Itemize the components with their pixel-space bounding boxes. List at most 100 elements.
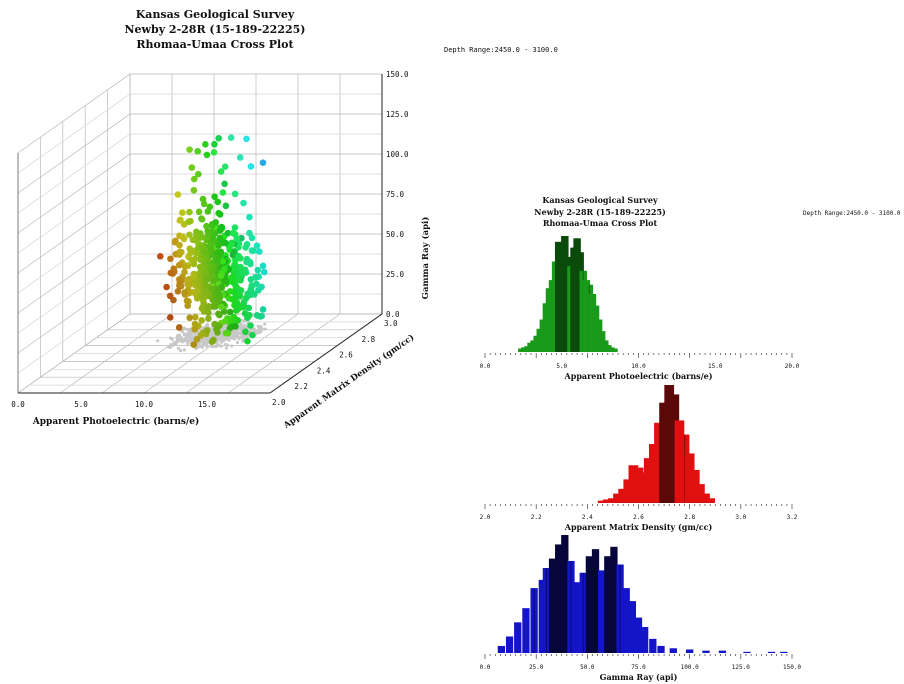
x-tick-label: 10.0: [135, 400, 154, 409]
scatter-point: [247, 322, 254, 329]
scatter-point: [258, 283, 265, 291]
histogram-bar: [702, 650, 710, 653]
scatter-point: [260, 268, 268, 276]
histogram-bar: [767, 651, 776, 653]
y-tick-label: 2.2: [294, 382, 308, 391]
scatter-point: [188, 164, 196, 171]
scatter-point: [233, 235, 241, 243]
projection-point: [238, 331, 242, 336]
projection-point: [243, 323, 247, 327]
scatter-point: [246, 229, 253, 237]
title-line-3: Rhomaa-Umaa Cross Plot: [136, 38, 294, 51]
scatter-point: [175, 276, 183, 283]
scatter-point: [185, 276, 192, 283]
y-tick-label: 2.6: [339, 351, 353, 360]
projection-point: [248, 328, 252, 332]
projection-point: [223, 342, 228, 347]
scatter-point: [174, 288, 182, 295]
scatter-point: [216, 235, 224, 243]
projection-point: [235, 340, 240, 345]
scatter-point: [213, 257, 221, 264]
z-tick-label: 50.0: [386, 230, 405, 239]
scatter-point: [251, 291, 258, 298]
scatter-point: [179, 233, 186, 241]
scatter-point: [204, 227, 211, 235]
histogram-bar: [643, 458, 654, 503]
scatter-point: [188, 247, 196, 255]
x-axis-title: Apparent Photoelectric (barns/e): [564, 371, 713, 381]
scatter-point: [175, 324, 183, 331]
histogram-bar: [718, 650, 727, 653]
hist-title-line-1: Kansas Geological Survey: [542, 195, 658, 205]
scatter-point: [259, 306, 267, 313]
scatter-point: [239, 270, 247, 277]
scatter-point: [231, 224, 239, 231]
scatter-point: [240, 199, 247, 207]
histogram-bar: [689, 469, 700, 503]
scatter-point: [228, 274, 235, 282]
scatter-points: [156, 134, 268, 348]
scatter-point: [186, 231, 193, 239]
scatter-point: [177, 248, 185, 256]
hist-title-line-2: Newby 2-28R (15-189-22225): [534, 206, 666, 217]
histogram-bar: [522, 608, 530, 653]
histogram-bar: [623, 479, 634, 503]
scatter-point: [246, 213, 253, 221]
projection-point: [263, 322, 267, 326]
x-tick-label: 50.0: [580, 664, 595, 671]
x-tick-label: 25.0: [529, 664, 544, 671]
x-axis-title: Apparent Photoelectric (barns/e): [32, 416, 199, 427]
scatter-point: [181, 263, 189, 270]
depth-range-main: Depth Range:2450.0 - 3100.0: [444, 46, 558, 54]
x-tick-label: 2.6: [633, 514, 644, 521]
projection-point: [183, 333, 188, 337]
histogram-bar-band: [683, 434, 686, 503]
scatter-point: [166, 292, 174, 300]
scatter-point: [234, 301, 242, 309]
histogram-bar-band: [533, 588, 535, 653]
scatter-point: [214, 198, 222, 206]
scatter-point: [177, 216, 184, 224]
scatter-point: [205, 315, 212, 322]
projection-point: [186, 342, 190, 346]
scatter-point: [218, 303, 225, 311]
scatter-point: [198, 234, 205, 241]
histogram-bar: [505, 636, 514, 653]
histogram-bar: [669, 648, 677, 653]
histogram-bar: [613, 493, 623, 503]
x-tick-label: 0.0: [480, 664, 491, 671]
scatter-point: [219, 258, 226, 265]
histogram-bar: [648, 444, 659, 503]
scatter-point: [248, 234, 256, 242]
title-line-1: Kansas Geological Survey: [135, 8, 295, 21]
histogram-bar-band: [570, 560, 572, 653]
scatter-point: [185, 298, 192, 305]
projection-point: [185, 327, 189, 332]
scatter-point: [232, 323, 239, 330]
histogram-bar: [585, 556, 594, 653]
histogram-bar: [610, 546, 618, 653]
scatter-point: [221, 277, 228, 285]
grid-line: [17, 93, 131, 174]
x-tick-label: 2.2: [531, 514, 542, 521]
scatter-point: [163, 283, 170, 291]
histogram-bar: [657, 645, 665, 653]
projection-point: [179, 349, 183, 353]
scatter-point: [228, 241, 236, 248]
scatter-point: [179, 209, 186, 216]
scatter-point: [167, 255, 174, 263]
scatter-point: [193, 232, 200, 240]
scatter-point: [202, 141, 209, 148]
x-tick-label: 2.0: [480, 514, 491, 521]
scatter-point: [243, 135, 250, 143]
projection-point: [238, 326, 242, 331]
grid-line: [17, 153, 131, 234]
z-tick-label: 0.0: [386, 310, 400, 319]
grid-line: [17, 133, 131, 214]
x-tick-label: 10.0: [631, 363, 646, 370]
scatter-point: [244, 337, 251, 345]
depth-range-small: Depth Range:2450.0 - 3100.0: [803, 210, 901, 217]
x-tick-label: 100.0: [681, 664, 699, 671]
histogram-bar: [538, 579, 546, 653]
scatter-point: [253, 312, 261, 319]
